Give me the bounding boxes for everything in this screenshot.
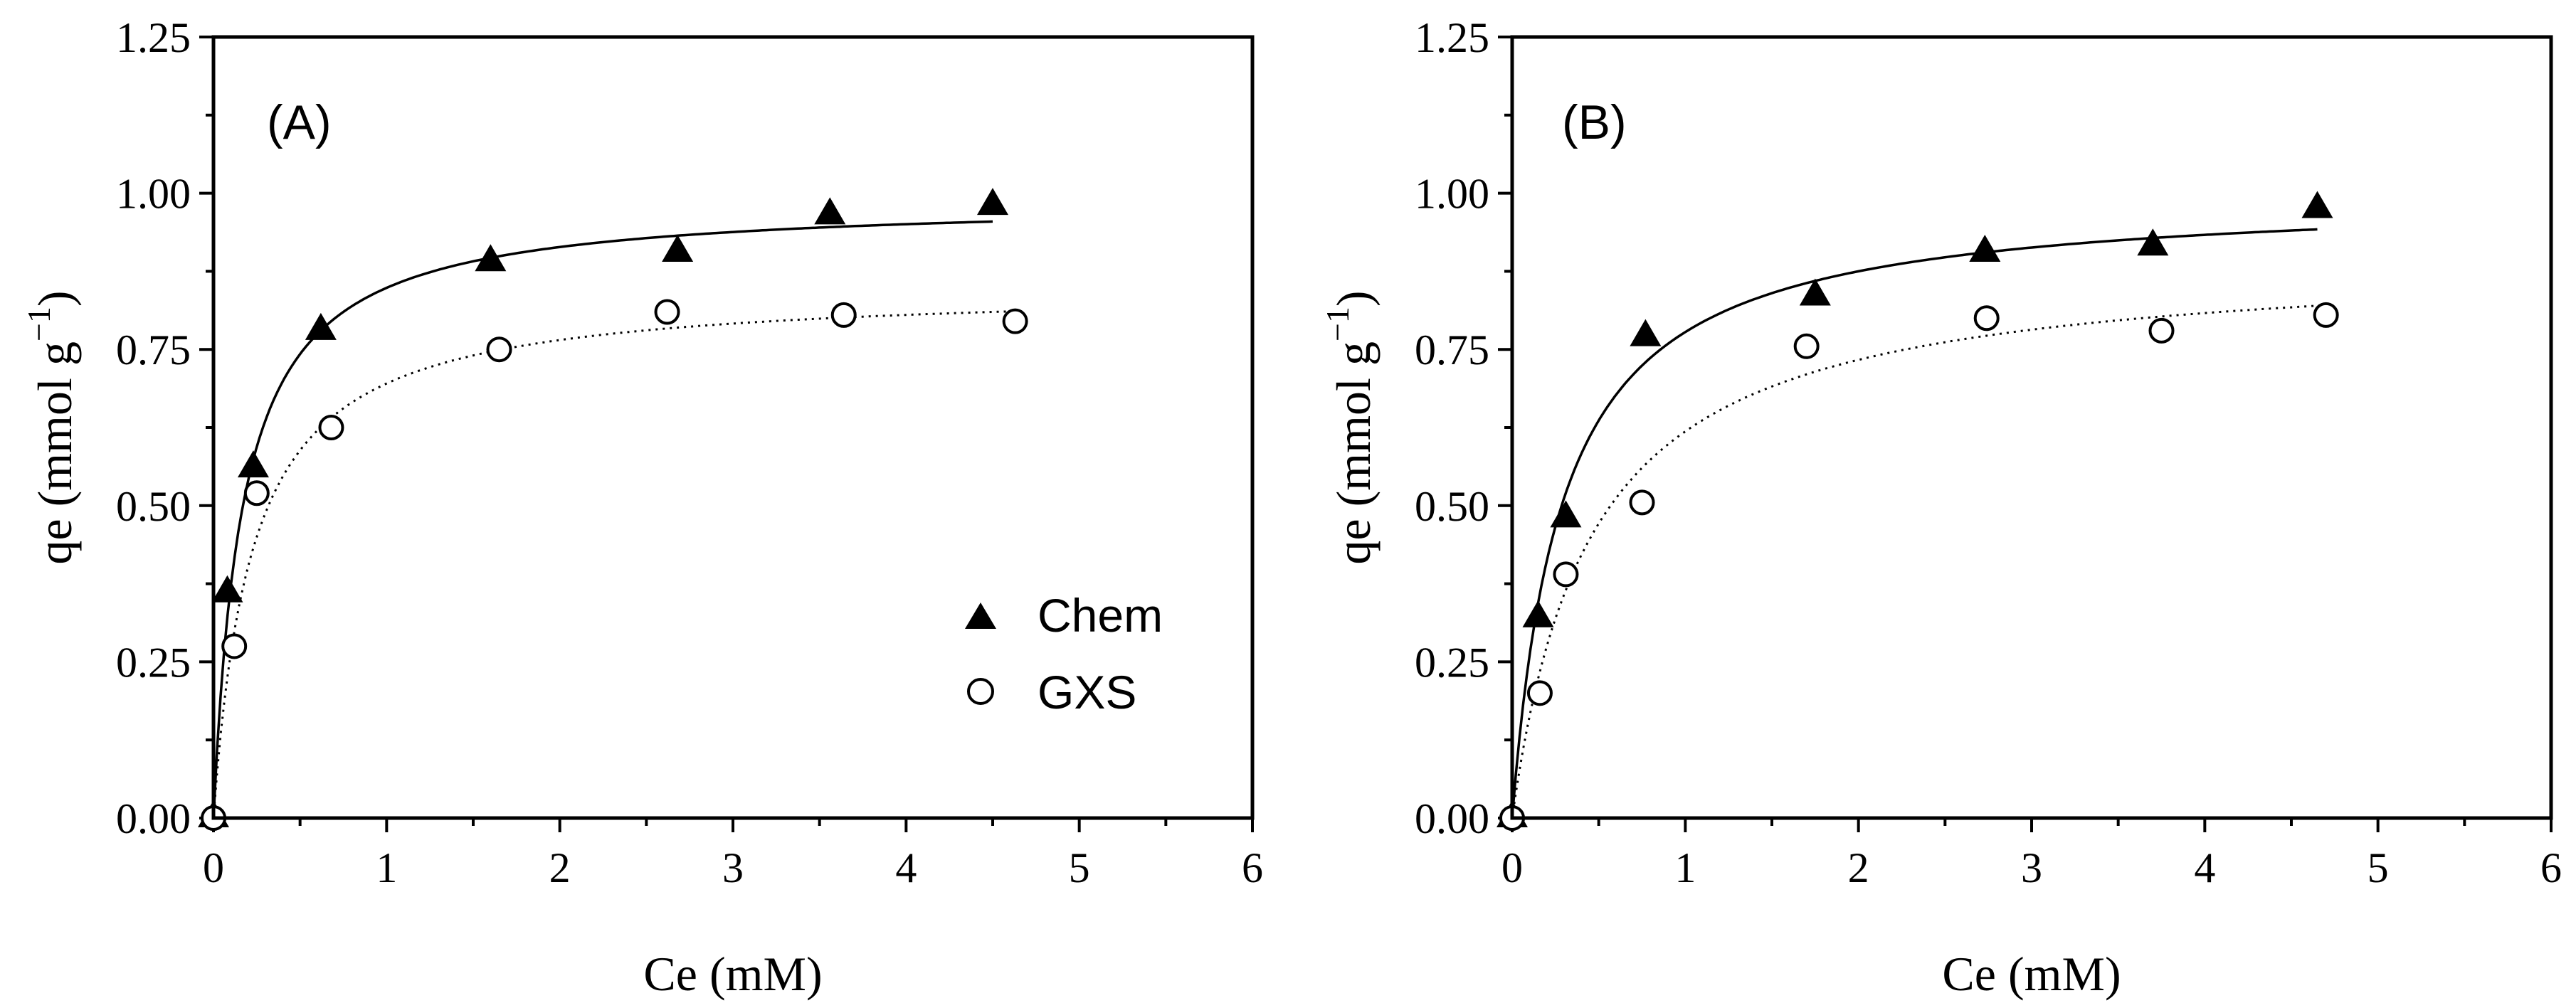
- panel-b-gxs-point: [2148, 317, 2175, 344]
- panel-a-gxs-fit-curve: [212, 310, 1015, 819]
- panel-b-chem-point: [1630, 319, 1662, 346]
- panel-b-y-tick-label: 1.00: [1415, 171, 1489, 218]
- panel-b-x-tick-label: 1: [1674, 844, 1696, 891]
- legend-chem-marker: [965, 603, 996, 629]
- panel-b-y-tick-label: 0.25: [1415, 639, 1489, 686]
- panel-a-chem-point: [237, 450, 269, 478]
- panel-b-x-tick-label: 6: [2540, 844, 2562, 891]
- panel-b-chem-point: [2301, 191, 2333, 218]
- legend: Chem GXS: [965, 589, 1163, 718]
- legend-gxs-marker: [967, 678, 994, 705]
- panel-b-x-tick-label: 3: [2021, 844, 2042, 891]
- panel-a-y-tick-label: 0.75: [116, 327, 191, 373]
- panel-b-x-tick-label: 0: [1501, 844, 1523, 891]
- panel-a-x-tick-label: 4: [895, 844, 917, 891]
- panel-b-fit-curves: [1511, 228, 2326, 819]
- panel-a-y-tick-label: 0.00: [116, 795, 191, 842]
- panel-b-chem-point: [1550, 500, 1582, 528]
- panel-b-data-markers: [1496, 191, 2339, 831]
- panel-a-chem-point: [305, 312, 337, 340]
- panel-a-x-tick-labels: 0 1 2 3 4 5 6: [203, 844, 1263, 891]
- panel-a-x-tick-label: 2: [549, 844, 571, 891]
- panel-a-y-tick-label: 0.25: [116, 639, 191, 686]
- panel-a-gxs-point: [221, 633, 248, 659]
- panel-b-y-tick-label: 1.25: [1415, 14, 1489, 61]
- panel-a-chem-point: [977, 188, 1008, 216]
- panel-a-x-tick-label: 3: [722, 844, 744, 891]
- legend-gxs-label: GXS: [1038, 666, 1136, 718]
- panel-b-y-axis-label: qe (mmol g−1): [1319, 290, 1381, 564]
- panel-b-x-axis-label: Ce (mM): [1942, 947, 2121, 1001]
- panel-b-plot-frame: [1510, 35, 2553, 820]
- panel-a-x-axis-label: Ce (mM): [643, 947, 822, 1001]
- panel-b-gxs-point: [1526, 680, 1553, 706]
- panel-a-y-tick-label: 1.00: [116, 171, 191, 218]
- panel-a-chem-point: [211, 575, 243, 603]
- panel-a-gxs-point: [654, 299, 680, 325]
- panel-a-x-tick-label: 6: [1242, 844, 1263, 891]
- panel-b-x-tick-labels: 0 1 2 3 4 5 6: [1501, 844, 2562, 891]
- panel-a-y-axis-label: qe (mmol g−1): [21, 290, 82, 564]
- panel-a-data-markers: [198, 188, 1028, 831]
- panel-a-gxs-point: [243, 480, 270, 506]
- panel-a-chem-point: [814, 197, 846, 225]
- panel-a-gxs-point: [1002, 308, 1028, 334]
- panel-b-gxs-point: [1973, 305, 2000, 331]
- panel-a-chem-point: [475, 244, 507, 272]
- panel-b-y-tick-label: 0.00: [1415, 795, 1489, 842]
- panel-b-chem-point: [1799, 278, 1831, 306]
- legend-chem-label: Chem: [1038, 589, 1163, 642]
- panel-b-x-tick-label: 5: [2368, 844, 2389, 891]
- panel-a-gxs-point: [318, 415, 344, 440]
- panel-b-chem-point: [1522, 600, 1554, 627]
- panel-a-fit-curves: [212, 220, 1015, 819]
- panel-b-chem-fit-curve: [1511, 228, 2318, 819]
- panel-a-plot-frame: [211, 35, 1255, 820]
- panel-b-gxs-fit-curve: [1511, 304, 2326, 819]
- panel-a-chem-fit-curve: [212, 220, 993, 819]
- panel-a-gxs-point: [830, 302, 857, 328]
- panel-b-gxs-point: [1629, 489, 1655, 516]
- panel-b-gxs-point: [1553, 561, 1579, 588]
- panel-b-label: (B): [1562, 95, 1627, 149]
- panel-a-gxs-point: [486, 336, 512, 363]
- panel-a-label: (A): [267, 95, 332, 149]
- panel-b-ticks: [1498, 36, 2553, 832]
- panel-b-y-tick-label: 0.50: [1415, 483, 1489, 530]
- panel-b-x-tick-label: 4: [2194, 844, 2215, 891]
- panel-a-y-tick-label: 0.50: [116, 483, 191, 530]
- panel-a-y-tick-labels: 0.00 0.25 0.50 0.75 1.00 1.25: [116, 14, 191, 842]
- panel-a-chem-point: [662, 235, 694, 262]
- panel-a-y-tick-label: 1.25: [116, 14, 191, 61]
- panel-a: (A) 0.00 0.25 0.50 0.75 1.00 1.25 0 1 2 3 4 5 6 Ce …: [21, 14, 1263, 1001]
- panel-b: (B) 0.00 0.25 0.50 0.75 1.00 1.25 0 1 2 3 4 5 6 Ce …: [1319, 14, 2562, 1001]
- panel-a-x-tick-label: 1: [376, 844, 397, 891]
- panel-b-x-tick-label: 2: [1848, 844, 1869, 891]
- panel-b-y-tick-label: 0.75: [1415, 327, 1489, 373]
- panel-b-gxs-point: [1793, 333, 1820, 359]
- panel-b-chem-point: [2137, 228, 2169, 256]
- panel-a-x-tick-label: 5: [1069, 844, 1090, 891]
- panel-b-gxs-point: [2313, 302, 2339, 328]
- panel-a-x-tick-label: 0: [203, 844, 224, 891]
- panel-b-chem-point: [1969, 235, 2001, 262]
- panel-b-y-tick-labels: 0.00 0.25 0.50 0.75 1.00 1.25: [1415, 14, 1489, 842]
